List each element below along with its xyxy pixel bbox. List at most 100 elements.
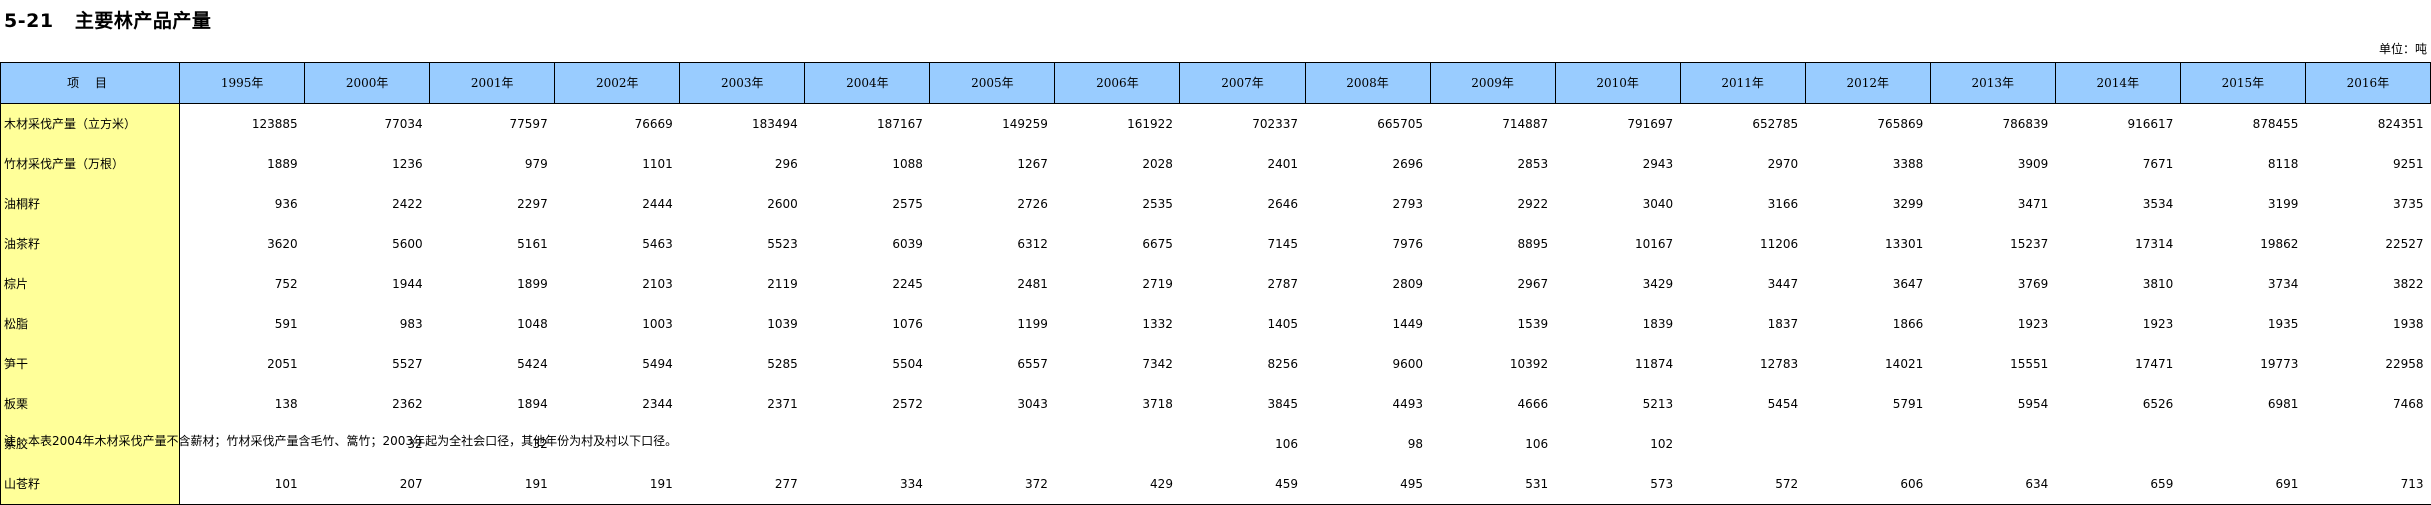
table-cell: 14021: [1885, 357, 1924, 371]
table-cell: 572: [1680, 464, 1806, 505]
table-cell: 1539: [1517, 317, 1549, 331]
column-header-year: 2011年: [1679, 62, 1806, 104]
table-cell: [805, 424, 930, 464]
table-cell: 334: [804, 464, 930, 505]
table-cell: 3429: [1642, 277, 1674, 291]
row-label: 油茶籽: [0, 224, 181, 264]
table-cell: 659: [2055, 464, 2181, 505]
table-cell: 11206: [1760, 237, 1799, 251]
table-cell: 1866: [1892, 317, 1924, 331]
table-cell: 22958: [2385, 357, 2424, 371]
table-cell: 296: [774, 157, 798, 171]
table-cell: [1055, 424, 1180, 464]
table-cell: 3810: [2142, 277, 2174, 291]
table-cell: 2119: [767, 277, 798, 291]
table-cell: 277: [679, 464, 805, 505]
table-cell: 5791: [1892, 397, 1924, 411]
table-cell: 7976: [1392, 237, 1424, 251]
table-cell: 702337: [1252, 117, 1298, 131]
table-cell: 2967: [1517, 277, 1549, 291]
table-cell: 1899: [517, 277, 548, 291]
table-cell: 6526: [2142, 397, 2174, 411]
table-cell: 10167: [1634, 237, 1674, 251]
table-cell: 1003: [642, 317, 673, 331]
table-cell: 5494: [642, 357, 673, 371]
row-label: 山苍籽: [0, 464, 181, 505]
table-cell: 691: [2180, 464, 2306, 505]
table-cell: 665705: [1377, 117, 1424, 131]
table-cell: [2055, 424, 2180, 464]
table-cell: 207: [304, 464, 430, 505]
table-cell: 4493: [1392, 397, 1424, 411]
table-cell: 149259: [1002, 117, 1048, 131]
table-cell: 77034: [384, 117, 423, 131]
table-row: 笋干 2051 5527 5424 5494 5285 5504 6557 7342 8256 96…: [0, 344, 2431, 384]
table-cell: 1944: [392, 277, 423, 291]
table-cell: 3769: [2017, 277, 2049, 291]
table-cell: 5504: [892, 357, 923, 371]
table-cell: 11874: [1634, 357, 1674, 371]
table-cell: 187167: [877, 117, 923, 131]
table-cell: 3388: [1892, 157, 1924, 171]
table-cell: 3734: [2267, 277, 2299, 291]
table-cell: 1236: [392, 157, 423, 171]
table-cell: 191: [554, 464, 680, 505]
table-row: 板栗 138 2362 1894 2344 2371 2572 3043 3718 3845 449…: [0, 384, 2431, 424]
table-cell: 1039: [767, 317, 798, 331]
table-cell: 372: [929, 464, 1055, 505]
column-header-year: 2012年: [1804, 62, 1931, 104]
table-cell: 2719: [1142, 277, 1173, 291]
table-cell: 161922: [1127, 117, 1173, 131]
table-cell: 5954: [2017, 397, 2049, 411]
table-cell: 916617: [2127, 117, 2174, 131]
column-header-year: 2003年: [679, 62, 806, 104]
table-cell: 3735: [2392, 197, 2424, 211]
table-cell: 5523: [767, 237, 798, 251]
table-cell: [1930, 424, 2055, 464]
table-cell: 5463: [642, 237, 673, 251]
table-cell: 2051: [267, 357, 298, 371]
table-cell: [2180, 424, 2305, 464]
table-cell: 123885: [251, 117, 298, 131]
table-cell: 2646: [1267, 197, 1298, 211]
table-cell: 3718: [1142, 397, 1173, 411]
table-cell: 7671: [2142, 157, 2174, 171]
table-cell: 2809: [1392, 277, 1424, 291]
table-cell: 824351: [2377, 117, 2424, 131]
table-cell: 5424: [517, 357, 548, 371]
table-cell: 8895: [1517, 237, 1549, 251]
table-cell: 7468: [2392, 397, 2424, 411]
table-cell: 652785: [1752, 117, 1799, 131]
table-cell: 1449: [1392, 317, 1424, 331]
column-header-year: 2008年: [1304, 62, 1431, 104]
table-cell: 2422: [392, 197, 423, 211]
table-cell: 531: [1430, 464, 1556, 505]
table-cell: 2362: [392, 397, 423, 411]
table-cell: 2103: [642, 277, 673, 291]
table-cell: 17471: [2135, 357, 2174, 371]
column-header-year: 2014年: [2054, 62, 2181, 104]
table-cell: 5600: [392, 237, 423, 251]
table-cell: 106: [1275, 437, 1298, 451]
table-row: 木材采伐产量（立方米） 123885 77034 77597 76669 183494 18…: [0, 103, 2431, 144]
table-cell: 1048: [517, 317, 548, 331]
column-header-year: 1995年: [179, 62, 306, 104]
table-cell: 786839: [2002, 117, 2049, 131]
table-cell: 1923: [2017, 317, 2049, 331]
table-cell: 7145: [1267, 237, 1298, 251]
column-header-year: 2010年: [1554, 62, 1681, 104]
table-cell: 10392: [1509, 357, 1549, 371]
table-cell: 459: [1179, 464, 1305, 505]
table-cell: 2297: [517, 197, 548, 211]
table-cell: 429: [1054, 464, 1180, 505]
table-cell: 2535: [1142, 197, 1173, 211]
table-cell: 1837: [1767, 317, 1799, 331]
table-cell: 6981: [2267, 397, 2299, 411]
table-cell: 32: [407, 437, 423, 451]
column-header-year: 2007年: [1179, 62, 1306, 104]
table-cell: 606: [1805, 464, 1931, 505]
footnote: 注：本表2004年木材采伐产量不含薪材；竹材采伐产量含毛竹、篙竹；2003年起为…: [4, 434, 678, 448]
table-cell: 2572: [892, 397, 923, 411]
table-cell: 5285: [767, 357, 798, 371]
row-label: 棕片: [0, 264, 181, 304]
